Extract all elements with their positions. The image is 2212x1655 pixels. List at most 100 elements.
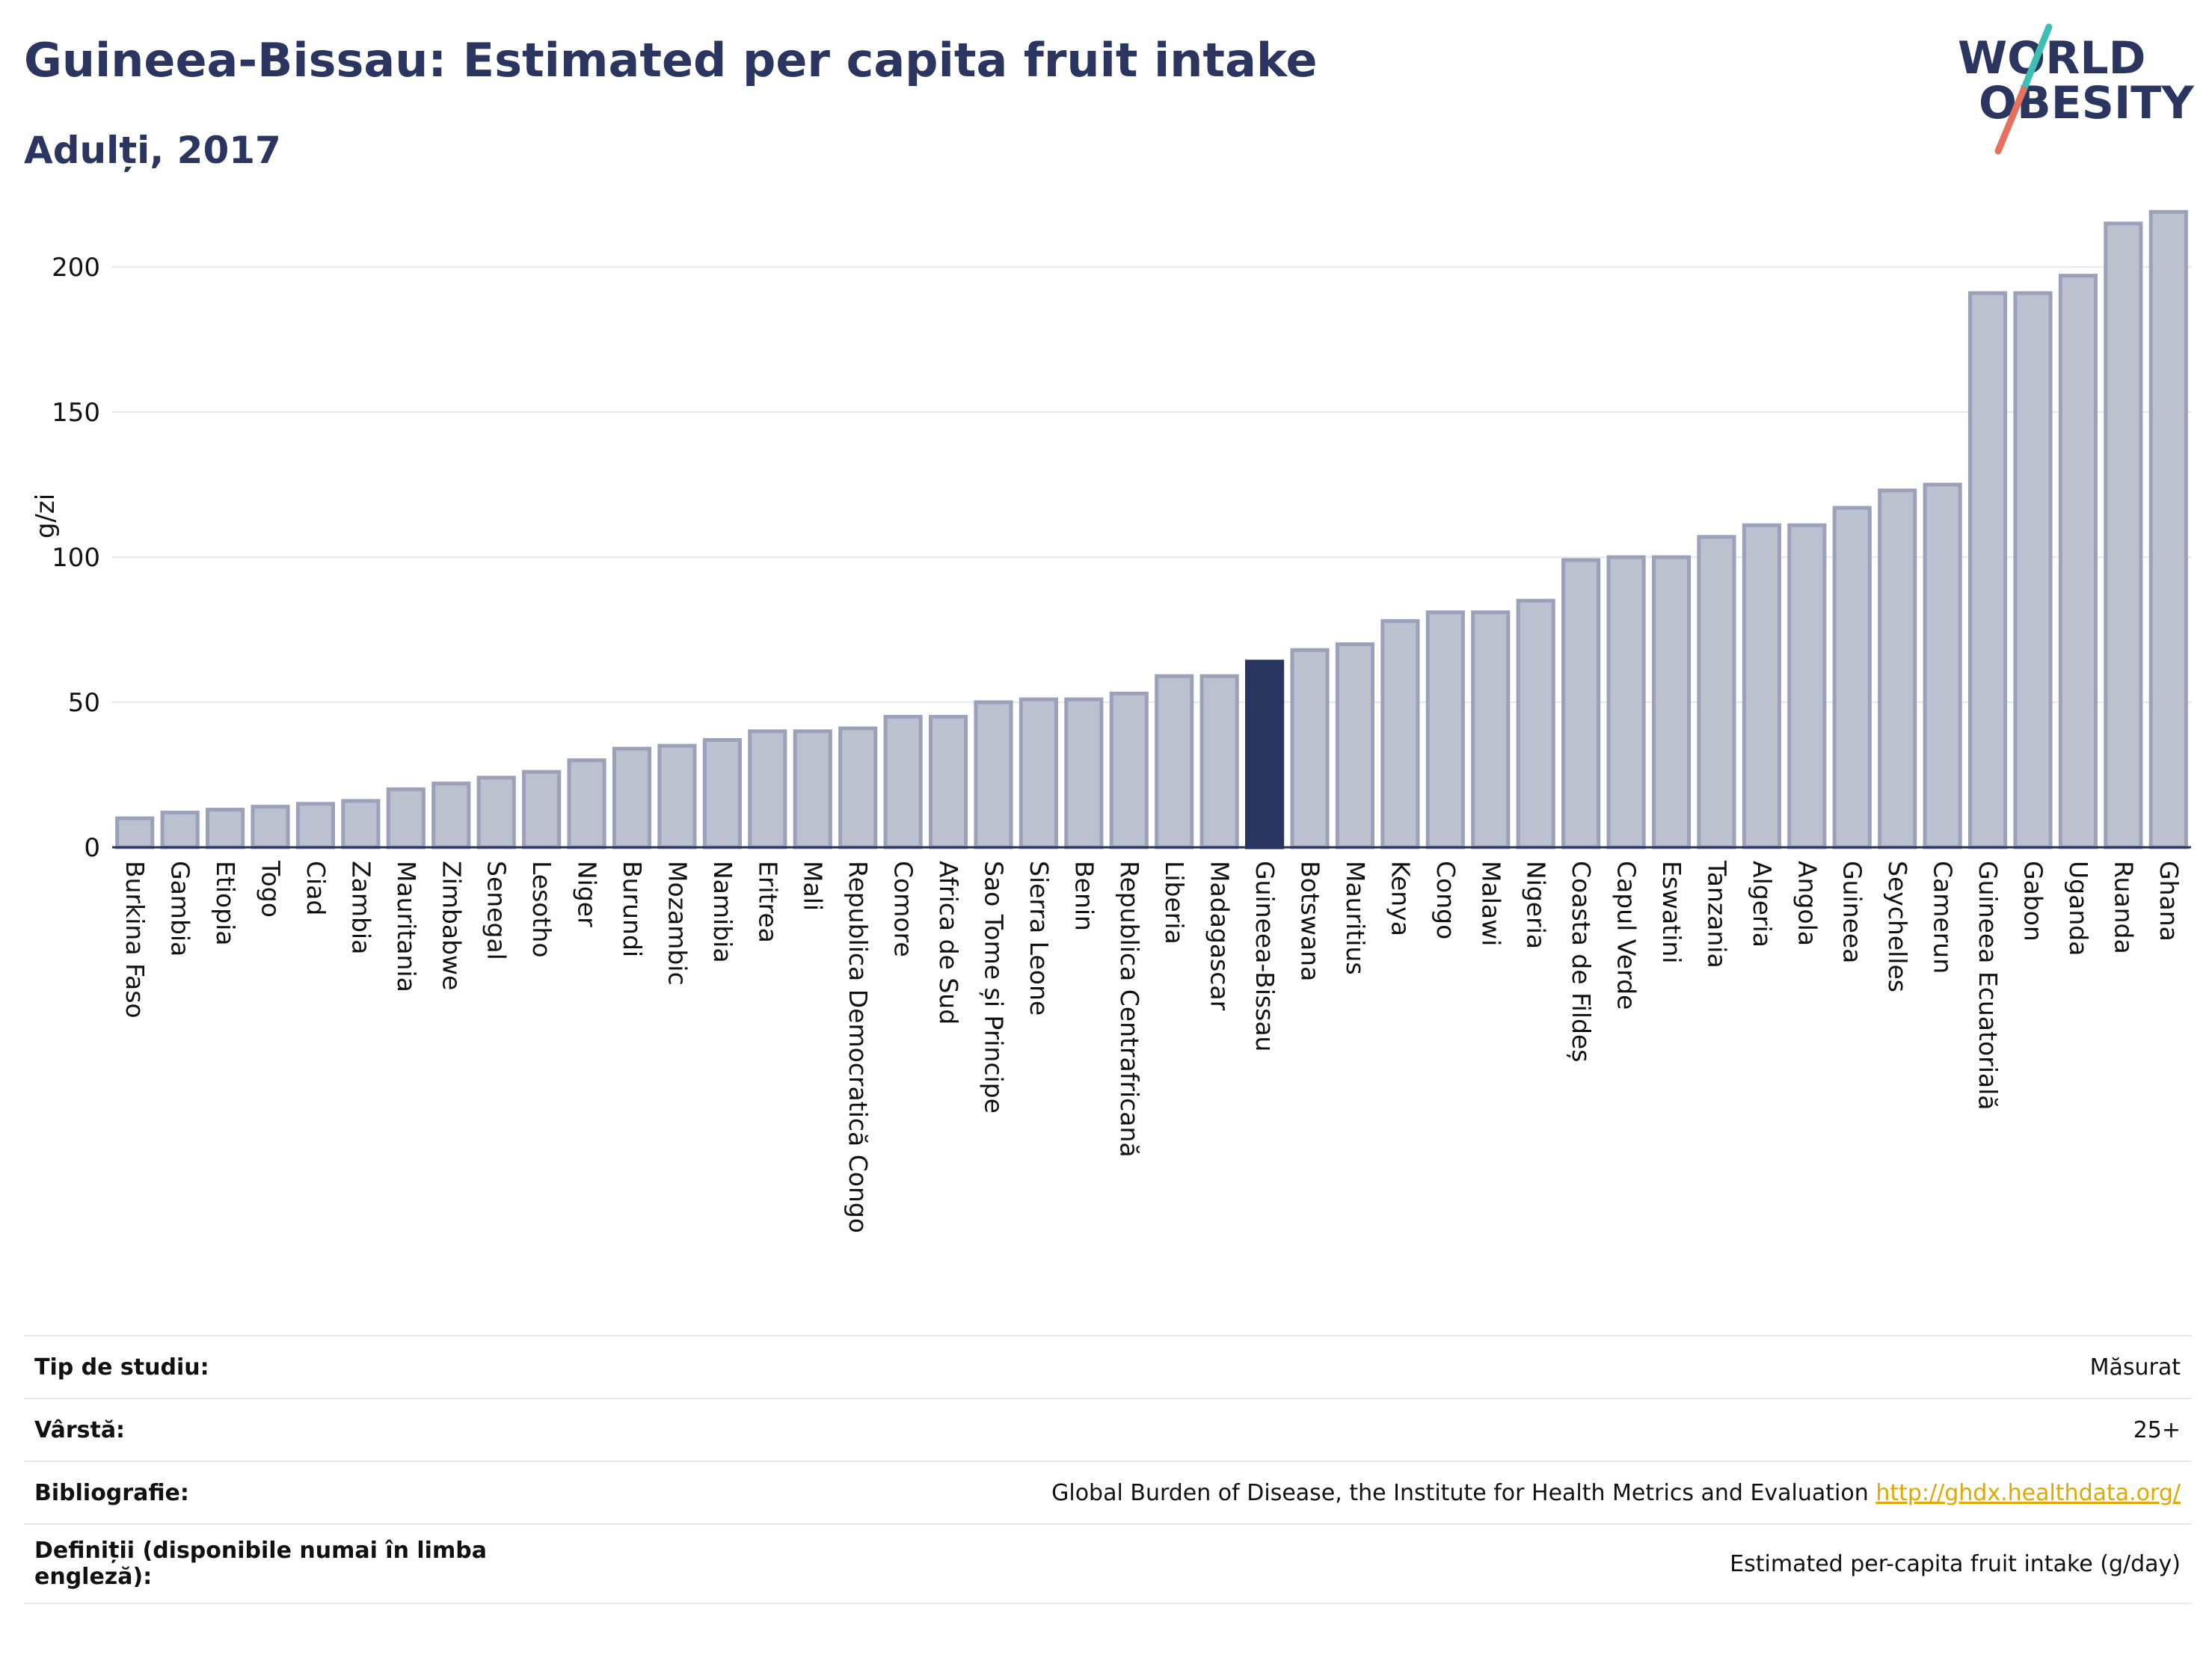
bar-angola[interactable] bbox=[1787, 523, 1827, 850]
x-tick-label: Uganda bbox=[2064, 861, 2093, 956]
x-tick-label: Kenya bbox=[1386, 861, 1415, 936]
x-tick-label: Mali bbox=[799, 861, 828, 911]
x-tick-label: Niger bbox=[573, 861, 602, 927]
info-row-study-type: Tip de studiu: Măsurat bbox=[24, 1335, 2191, 1398]
info-label: Bibliografie: bbox=[24, 1461, 509, 1524]
bar-ghana[interactable] bbox=[2148, 209, 2188, 850]
info-label: Tip de studiu: bbox=[24, 1335, 509, 1398]
bars bbox=[115, 209, 2188, 850]
x-tick-label: Africa de Sud bbox=[934, 861, 963, 1025]
bar-niger[interactable] bbox=[567, 758, 606, 850]
x-tick-label: Nigeria bbox=[1522, 861, 1551, 949]
bar-sao-tome-i-principe[interactable] bbox=[974, 700, 1013, 850]
bar-ciad[interactable] bbox=[295, 802, 336, 850]
info-table: Tip de studiu: Măsurat Vârstă: 25+ Bibli… bbox=[24, 1335, 2191, 1604]
x-tick-label: Capul Verde bbox=[1612, 861, 1641, 1010]
bar-zimbabwe[interactable] bbox=[431, 782, 471, 850]
bar-mauritius[interactable] bbox=[1335, 642, 1375, 850]
bar-africa-de-sud[interactable] bbox=[928, 714, 968, 850]
bar-togo[interactable] bbox=[251, 805, 290, 850]
bar-ruanda[interactable] bbox=[2104, 221, 2143, 850]
bar-mali[interactable] bbox=[793, 729, 832, 850]
bar-comore[interactable] bbox=[883, 714, 923, 850]
bar-eritrea[interactable] bbox=[748, 729, 787, 850]
chart-title: Guineea-Bissau: Estimated per capita fru… bbox=[24, 33, 1318, 87]
bar-madagascar[interactable] bbox=[1199, 674, 1239, 850]
x-tick-label: Etiopia bbox=[211, 861, 240, 946]
x-tick-label: Benin bbox=[1069, 861, 1099, 931]
x-tick-label: Zimbabwe bbox=[437, 861, 466, 990]
x-tick-label: Burundi bbox=[618, 861, 647, 957]
bar-senegal[interactable] bbox=[476, 776, 516, 850]
bar-burundi[interactable] bbox=[612, 746, 652, 850]
bar-liberia[interactable] bbox=[1155, 674, 1194, 850]
info-row-bibliography: Bibliografie: Global Burden of Disease, … bbox=[24, 1461, 2191, 1524]
bar-uganda[interactable] bbox=[2058, 274, 2098, 850]
x-tick-label: Sierra Leone bbox=[1024, 861, 1054, 1016]
bar-algeria[interactable] bbox=[1742, 523, 1781, 850]
bar-eswatini[interactable] bbox=[1651, 555, 1692, 850]
bar-kenya[interactable] bbox=[1380, 618, 1420, 850]
bar-guineea-bissau[interactable] bbox=[1245, 660, 1285, 850]
info-value: 25+ bbox=[509, 1398, 2191, 1461]
x-tick-label: Coasta de Fildeș bbox=[1567, 861, 1596, 1062]
x-tick-label: Angola bbox=[1792, 861, 1822, 946]
x-tick-label: Gambia bbox=[166, 861, 195, 957]
info-row-definitions: Definiții (disponibile numai în limba en… bbox=[24, 1523, 2191, 1604]
x-tick-label: Guineea-Bissau bbox=[1250, 861, 1279, 1051]
x-tick-label: Guineea Ecuatorială bbox=[1973, 861, 2003, 1111]
x-tick-label: Ruanda bbox=[2109, 861, 2138, 954]
x-tick-label: Republica Democratică Congo bbox=[844, 861, 873, 1233]
chart-subtitle: Adulți, 2017 bbox=[24, 129, 281, 172]
x-tick-label: Eritrea bbox=[753, 861, 782, 943]
bar-guineea-ecuatorial-[interactable] bbox=[1967, 291, 2008, 850]
bar-mauritania[interactable] bbox=[386, 787, 425, 850]
bar-seychelles[interactable] bbox=[1878, 488, 1917, 850]
bar-nigeria[interactable] bbox=[1516, 598, 1555, 850]
bar-congo[interactable] bbox=[1425, 610, 1465, 850]
world-obesity-logo[interactable]: WORLD OBESITY bbox=[1944, 22, 2199, 157]
bar-botswana[interactable] bbox=[1290, 648, 1330, 850]
info-label: Definiții (disponibile numai în limba en… bbox=[24, 1523, 509, 1604]
x-axis-labels: Burkina Faso Gambia Etiopia Togo Ciad Zambia M… bbox=[120, 860, 2184, 1233]
bar-coasta-de-filde-[interactable] bbox=[1561, 558, 1601, 850]
bar-sierra-leone[interactable] bbox=[1019, 697, 1058, 850]
x-tick-label: Tanzania bbox=[1702, 860, 1731, 968]
x-tick-label: Namibia bbox=[708, 861, 737, 963]
x-tick-label: Eswatini bbox=[1657, 861, 1686, 963]
bar-namibia[interactable] bbox=[702, 737, 742, 850]
bar-burkina-faso[interactable] bbox=[115, 816, 155, 850]
bar-camerun[interactable] bbox=[1923, 482, 1962, 850]
info-row-age: Vârstă: 25+ bbox=[24, 1398, 2191, 1461]
bar-republica-democratic-congo[interactable] bbox=[838, 726, 878, 850]
x-tick-label: Comore bbox=[889, 861, 918, 957]
x-tick-label: Mauritius bbox=[1341, 861, 1370, 975]
x-tick-label: Algeria bbox=[1748, 861, 1777, 948]
x-tick-label: Sao Tome și Principe bbox=[979, 861, 1008, 1114]
info-value-bibliography: Global Burden of Disease, the Institute … bbox=[509, 1461, 2191, 1524]
x-tick-label: Madagascar bbox=[1205, 861, 1235, 1011]
bar-malawi[interactable] bbox=[1471, 610, 1511, 850]
bar-tanzania[interactable] bbox=[1697, 535, 1736, 850]
bar-benin[interactable] bbox=[1064, 697, 1104, 850]
x-tick-label: Lesotho bbox=[527, 861, 556, 958]
bibliography-link[interactable]: http://ghdx.healthdata.org/ bbox=[1875, 1479, 2181, 1506]
info-value: Estimated per-capita fruit intake (g/day… bbox=[509, 1523, 2191, 1604]
bar-gambia[interactable] bbox=[160, 810, 200, 850]
x-tick-label: Seychelles bbox=[1883, 861, 1912, 992]
bar-zambia[interactable] bbox=[341, 799, 381, 850]
bar-republica-centrafrican-[interactable] bbox=[1109, 691, 1149, 850]
info-value: Măsurat bbox=[509, 1335, 2191, 1398]
bar-guineea[interactable] bbox=[1832, 506, 1872, 850]
bar-mozambic[interactable] bbox=[657, 743, 697, 850]
x-tick-label: Ghana bbox=[2154, 861, 2184, 942]
y-axis-label: g/zi bbox=[31, 494, 61, 538]
bibliography-text: Global Burden of Disease, the Institute … bbox=[1051, 1479, 1869, 1506]
bar-gabon[interactable] bbox=[2013, 291, 2053, 850]
x-tick-label: Mauritania bbox=[392, 861, 421, 992]
bar-capul-verde[interactable] bbox=[1606, 555, 1646, 850]
bar-lesotho[interactable] bbox=[522, 770, 562, 850]
bar-chart: 0 50 100 150 200 Burkina Faso Gambia Etiopia To… bbox=[31, 209, 2191, 1233]
y-tick-label: 50 bbox=[68, 688, 100, 718]
bar-etiopia[interactable] bbox=[206, 808, 245, 850]
